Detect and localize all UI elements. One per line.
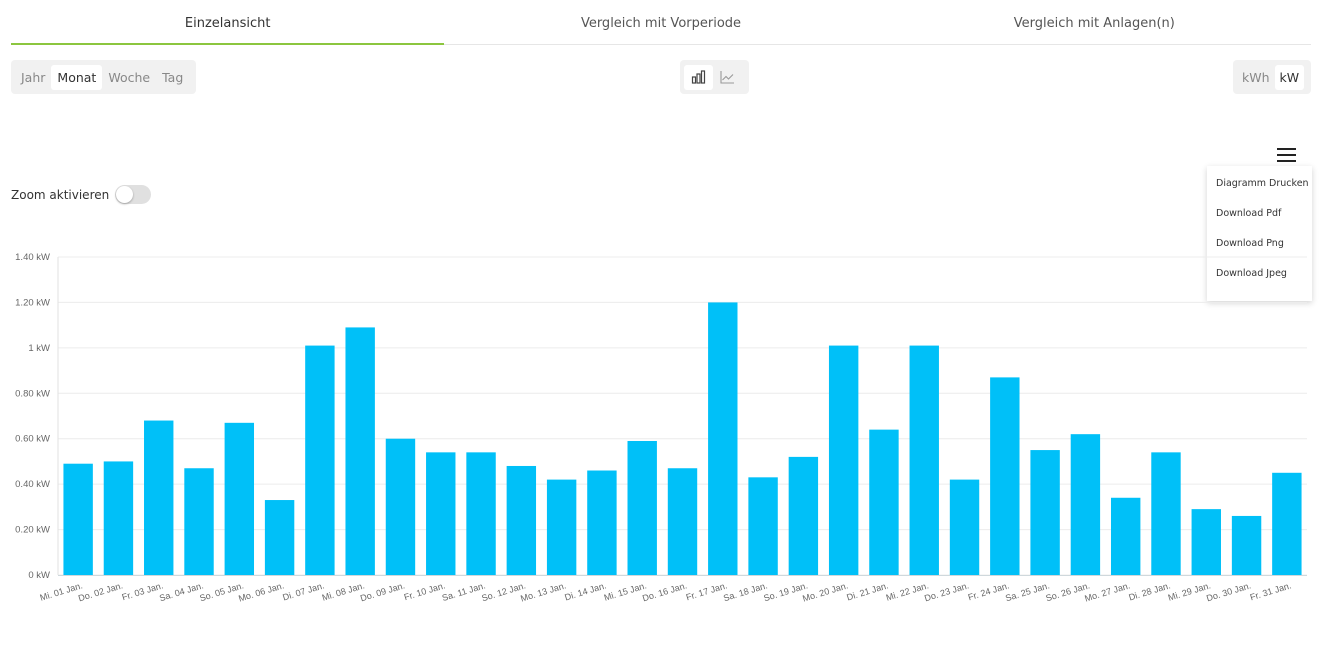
bar (748, 477, 778, 575)
bar (788, 456, 819, 575)
x-tick-label: Sa. 04 Jan. (158, 580, 204, 603)
line-chart-icon (720, 71, 734, 84)
bar (587, 470, 617, 575)
bar (103, 461, 134, 575)
bar (385, 438, 416, 575)
bar (909, 345, 939, 575)
x-tick-label: Mi. 22 Jan. (885, 580, 930, 602)
hamburger-icon[interactable] (1277, 147, 1297, 163)
y-tick-label: 0.60 kW (15, 434, 50, 445)
bar (466, 452, 496, 575)
bar (708, 302, 738, 575)
x-tick-label: Fr. 31 Jan. (1249, 580, 1293, 602)
bar (1272, 472, 1302, 575)
unit-option-kwh[interactable]: kWh (1242, 69, 1270, 85)
menu-item-print[interactable]: Diagramm Drucken (1216, 178, 1309, 189)
x-tick-label: Mo. 13 Jan. (519, 580, 567, 603)
zoom-control: Zoom aktivieren (11, 185, 152, 204)
bar-chart: 0 kW 0.20 kW 0.40 kW 0.60 kW 0.80 kW 1 kW 1.20… (15, 252, 1307, 604)
y-tick-label: 1 kW (28, 343, 50, 354)
menu-item-download-jpeg[interactable]: Download Jpeg (1216, 268, 1287, 279)
y-tick-label: 0 kW (28, 570, 50, 581)
x-tick-label: Do. 02 Jan. (77, 580, 124, 603)
bar (949, 479, 980, 575)
y-tick-label: 0.80 kW (15, 388, 50, 399)
x-tick-label: So. 19 Jan. (762, 580, 808, 603)
zoom-toggle[interactable] (115, 185, 152, 204)
tab-bar: Einzelansicht Vergleich mit Vorperiode V… (11, 0, 1311, 45)
x-tick-label: Sa. 11 Jan. (441, 580, 487, 603)
x-tick-label: Do. 16 Jan. (641, 580, 688, 603)
x-tick-label: Do. 30 Jan. (1205, 580, 1252, 603)
x-tick-label: Sa. 25 Jan. (1004, 580, 1050, 603)
bar (426, 452, 456, 575)
bar-chart-icon (691, 70, 706, 84)
x-tick-label: Mo. 27 Jan. (1083, 580, 1131, 603)
x-tick-label: So. 26 Jan. (1045, 580, 1091, 603)
zoom-label: Zoom aktivieren (11, 187, 110, 202)
bar (1231, 515, 1262, 575)
x-tick-label: Do. 09 Jan. (359, 580, 406, 603)
bar-chart-button[interactable] (684, 64, 713, 90)
x-tick-label: Mo. 06 Jan. (237, 580, 285, 603)
x-tick-label: Di. 21 Jan. (845, 580, 889, 602)
bar (828, 345, 859, 575)
x-tick-label: Di. 14 Jan. (563, 580, 607, 602)
bar (627, 440, 657, 575)
x-tick-label: Do. 23 Jan. (923, 580, 970, 603)
x-tick-label: Mo. 20 Jan. (801, 580, 849, 603)
period-option-jahr[interactable]: Jahr (21, 69, 46, 85)
x-tick-label: Fr. 24 Jan. (967, 580, 1011, 602)
bar (869, 429, 899, 575)
period-option-tag[interactable]: Tag (162, 69, 184, 85)
bar (1151, 452, 1181, 575)
bar (1070, 434, 1101, 575)
bar (345, 327, 375, 575)
y-tick-label: 0.20 kW (15, 525, 50, 536)
x-tick-label: Di. 07 Jan. (281, 580, 325, 602)
bar (224, 422, 255, 575)
y-tick-label: 1.40 kW (15, 252, 50, 263)
bar (667, 468, 698, 575)
chart-type-selector (680, 60, 749, 94)
y-tick-label: 1.20 kW (15, 297, 50, 308)
x-tick-label: So. 12 Jan. (480, 580, 526, 603)
tab-einzelansicht[interactable]: Einzelansicht (11, 0, 445, 45)
zoom-toggle-knob (116, 186, 134, 203)
line-chart-button[interactable] (713, 65, 742, 90)
x-tick-label: So. 05 Jan. (198, 580, 244, 603)
y-tick-label: 0.40 kW (15, 479, 50, 490)
x-tick-label: Mi. 08 Jan. (321, 580, 366, 602)
x-tick-label: Fr. 03 Jan. (121, 580, 165, 602)
period-option-woche[interactable]: Woche (108, 69, 151, 85)
x-tick-label: Mi. 15 Jan. (603, 580, 648, 602)
menu-item-download-pdf[interactable]: Download Pdf (1216, 208, 1282, 219)
bar (144, 420, 174, 575)
unit-selector: kWh kW (1233, 60, 1311, 94)
bar (990, 377, 1020, 575)
bar (305, 345, 335, 575)
tab-vergleich-vorperiode[interactable]: Vergleich mit Vorperiode (580, 16, 742, 31)
period-selector: Jahr Monat Woche Tag (11, 60, 196, 94)
bar (184, 468, 214, 575)
period-option-monat[interactable]: Monat (51, 64, 103, 90)
x-tick-label: Fr. 17 Jan. (685, 580, 729, 602)
x-tick-label: Di. 28 Jan. (1127, 580, 1171, 602)
bar (1110, 497, 1141, 575)
x-tick-label: Fr. 10 Jan. (403, 580, 447, 602)
x-tick-label: Mi. 01 Jan. (39, 580, 84, 602)
bar (264, 500, 295, 575)
bar (1030, 450, 1060, 575)
bar (546, 479, 577, 575)
menu-item-download-png[interactable]: Download Png (1216, 238, 1284, 249)
bar (1191, 509, 1221, 575)
unit-option-kw[interactable]: kW (1274, 64, 1305, 90)
x-tick-label: Sa. 18 Jan. (722, 580, 768, 603)
chart-export-menu: Diagramm Drucken Download Pdf Download P… (1207, 166, 1312, 301)
bar (506, 465, 537, 575)
x-tick-label: Mi. 29 Jan. (1167, 580, 1212, 602)
bar (63, 463, 93, 575)
tab-vergleich-anlagen[interactable]: Vergleich mit Anlagen(n) (1013, 16, 1175, 31)
